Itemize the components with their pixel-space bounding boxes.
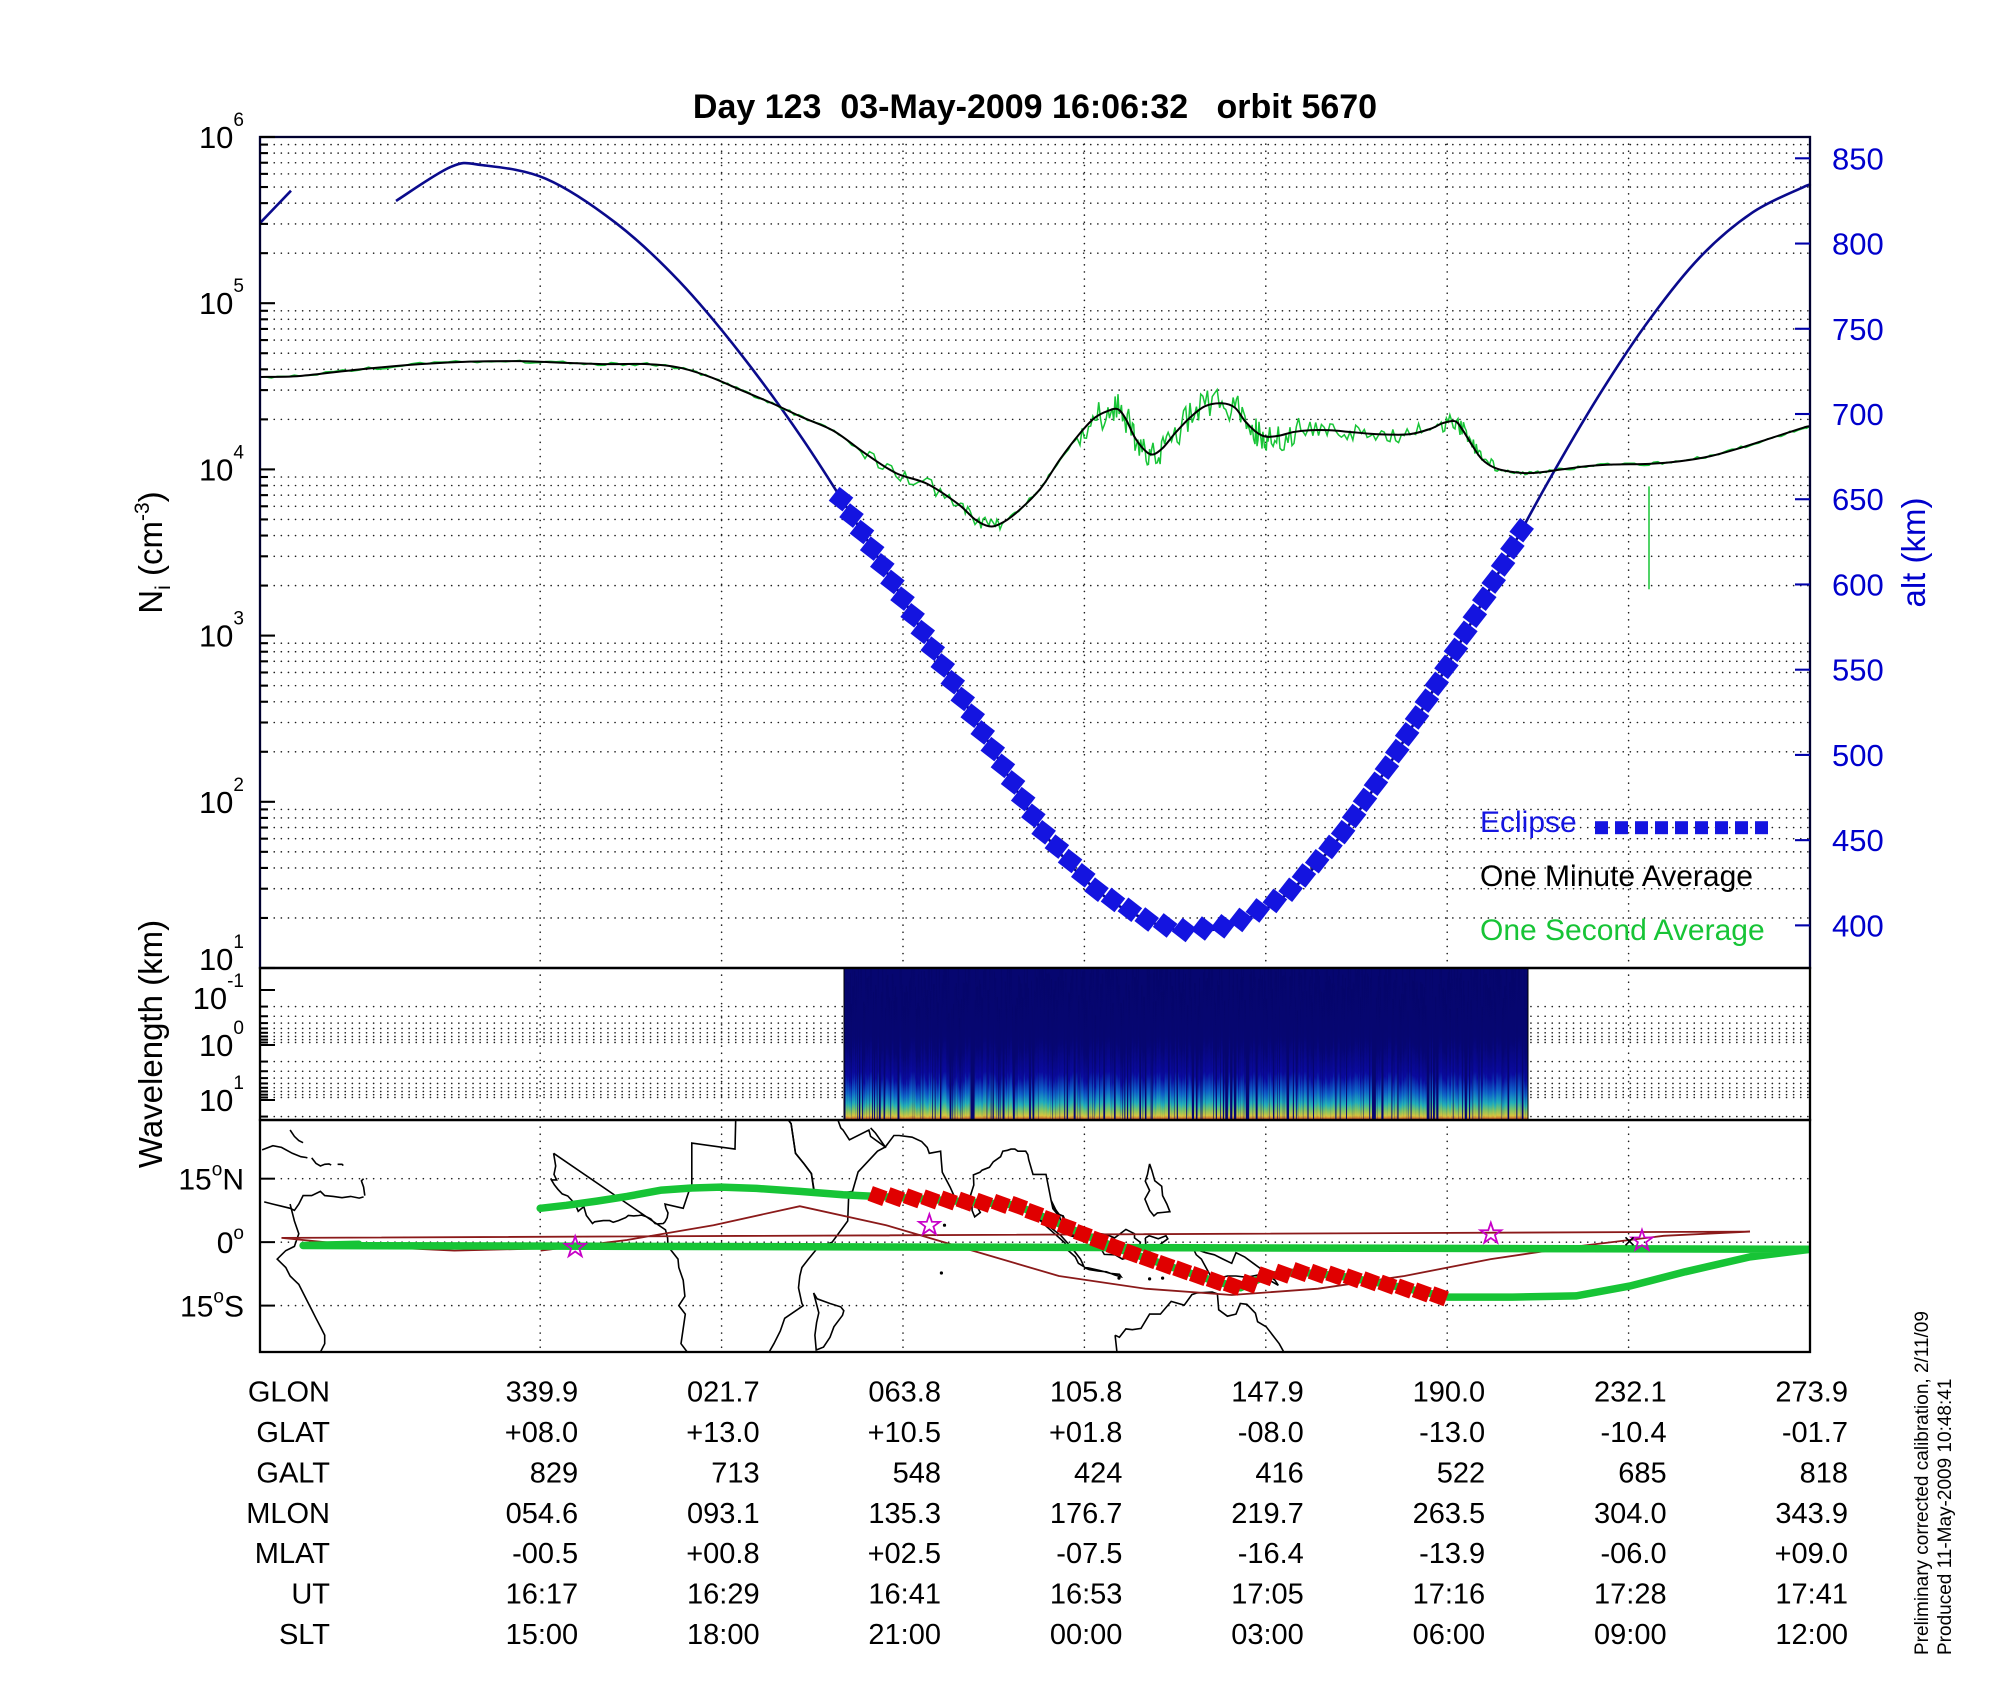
svg-text:-01.7: -01.7	[1782, 1417, 1848, 1449]
svg-text:232.1: 232.1	[1594, 1377, 1667, 1409]
svg-text:alt (km): alt (km)	[1895, 498, 1932, 608]
svg-text:550: 550	[1832, 653, 1884, 688]
svg-text:522: 522	[1437, 1457, 1485, 1489]
svg-text:105.8: 105.8	[1050, 1377, 1123, 1409]
svg-text:054.6: 054.6	[506, 1498, 579, 1530]
svg-text:-06.0: -06.0	[1600, 1538, 1666, 1570]
svg-text:713: 713	[711, 1457, 759, 1489]
svg-text:400: 400	[1832, 908, 1884, 943]
svg-text:548: 548	[893, 1457, 941, 1489]
svg-text:GLON: GLON	[248, 1377, 330, 1409]
svg-text:829: 829	[530, 1457, 578, 1489]
svg-text:SLT: SLT	[279, 1619, 330, 1651]
svg-text:+00.8: +00.8	[686, 1538, 759, 1570]
svg-text:Produced 11-May-2009 10:48:41: Produced 11-May-2009 10:48:41	[1935, 1379, 1956, 1655]
svg-text:16:53: 16:53	[1050, 1579, 1123, 1611]
svg-text:-13.0: -13.0	[1419, 1417, 1485, 1449]
svg-text:+09.0: +09.0	[1775, 1538, 1848, 1570]
svg-text:UT: UT	[291, 1579, 330, 1611]
svg-text:+13.0: +13.0	[686, 1417, 759, 1449]
svg-text:15:00: 15:00	[506, 1619, 579, 1651]
svg-text:16:29: 16:29	[687, 1579, 760, 1611]
svg-text:12:00: 12:00	[1775, 1619, 1848, 1651]
svg-text:Eclipse: Eclipse	[1480, 806, 1577, 839]
svg-text:One Second Average: One Second Average	[1480, 914, 1765, 947]
svg-text:MLON: MLON	[246, 1498, 330, 1530]
svg-text:063.8: 063.8	[868, 1377, 941, 1409]
svg-text:00:00: 00:00	[1050, 1619, 1123, 1651]
svg-text:Preliminary corrected calibrat: Preliminary corrected calibration, 2/11/…	[1912, 1311, 1933, 1655]
svg-text:750: 750	[1832, 312, 1884, 347]
svg-text:One Minute Average: One Minute Average	[1480, 860, 1753, 893]
svg-text:17:16: 17:16	[1413, 1579, 1486, 1611]
svg-text:700: 700	[1832, 397, 1884, 432]
svg-text:+01.8: +01.8	[1049, 1417, 1122, 1449]
svg-text:190.0: 190.0	[1413, 1377, 1486, 1409]
svg-text:818: 818	[1800, 1457, 1848, 1489]
svg-text:304.0: 304.0	[1594, 1498, 1667, 1530]
svg-text:+02.5: +02.5	[868, 1538, 941, 1570]
svg-text:850: 850	[1832, 141, 1884, 176]
svg-text:+08.0: +08.0	[505, 1417, 578, 1449]
svg-text:GALT: GALT	[256, 1457, 330, 1489]
svg-text:-16.4: -16.4	[1238, 1538, 1304, 1570]
svg-text:263.5: 263.5	[1413, 1498, 1486, 1530]
svg-text:500: 500	[1832, 738, 1884, 773]
svg-text:135.3: 135.3	[868, 1498, 941, 1530]
svg-text:416: 416	[1255, 1457, 1303, 1489]
svg-text:16:17: 16:17	[506, 1579, 579, 1611]
svg-text:17:28: 17:28	[1594, 1579, 1667, 1611]
svg-text:-07.5: -07.5	[1056, 1538, 1122, 1570]
svg-text:-10.4: -10.4	[1600, 1417, 1666, 1449]
svg-text:03:00: 03:00	[1231, 1619, 1304, 1651]
svg-text:021.7: 021.7	[687, 1377, 760, 1409]
svg-text:06:00: 06:00	[1413, 1619, 1486, 1651]
svg-text:273.9: 273.9	[1775, 1377, 1848, 1409]
svg-text:343.9: 343.9	[1775, 1498, 1848, 1530]
svg-text:18:00: 18:00	[687, 1619, 760, 1651]
svg-text:-13.9: -13.9	[1419, 1538, 1485, 1570]
svg-text:-08.0: -08.0	[1238, 1417, 1304, 1449]
svg-text:685: 685	[1618, 1457, 1666, 1489]
svg-text:+10.5: +10.5	[868, 1417, 941, 1449]
svg-text:16:41: 16:41	[868, 1579, 941, 1611]
svg-text:MLAT: MLAT	[255, 1538, 330, 1570]
svg-text:21:00: 21:00	[868, 1619, 941, 1651]
svg-text:650: 650	[1832, 482, 1884, 517]
svg-text:093.1: 093.1	[687, 1498, 760, 1530]
svg-text:450: 450	[1832, 823, 1884, 858]
svg-text:17:41: 17:41	[1775, 1579, 1848, 1611]
svg-text:424: 424	[1074, 1457, 1122, 1489]
svg-text:15oN: 15oN	[178, 1160, 244, 1197]
svg-text:Wavelength (km): Wavelength (km)	[132, 920, 169, 1168]
svg-text:09:00: 09:00	[1594, 1619, 1667, 1651]
svg-text:600: 600	[1832, 567, 1884, 602]
svg-text:147.9: 147.9	[1231, 1377, 1304, 1409]
svg-text:176.7: 176.7	[1050, 1498, 1123, 1530]
svg-text:219.7: 219.7	[1231, 1498, 1304, 1530]
svg-text:17:05: 17:05	[1231, 1579, 1304, 1611]
svg-text:339.9: 339.9	[506, 1377, 579, 1409]
svg-text:15oS: 15oS	[180, 1287, 244, 1324]
svg-text:GLAT: GLAT	[256, 1417, 330, 1449]
svg-text:800: 800	[1832, 227, 1884, 262]
svg-text:Day 123 03-May-2009 16:06:32: Day 123 03-May-2009 16:06:32 orbit 5670	[693, 88, 1377, 126]
svg-text:-00.5: -00.5	[512, 1538, 578, 1570]
